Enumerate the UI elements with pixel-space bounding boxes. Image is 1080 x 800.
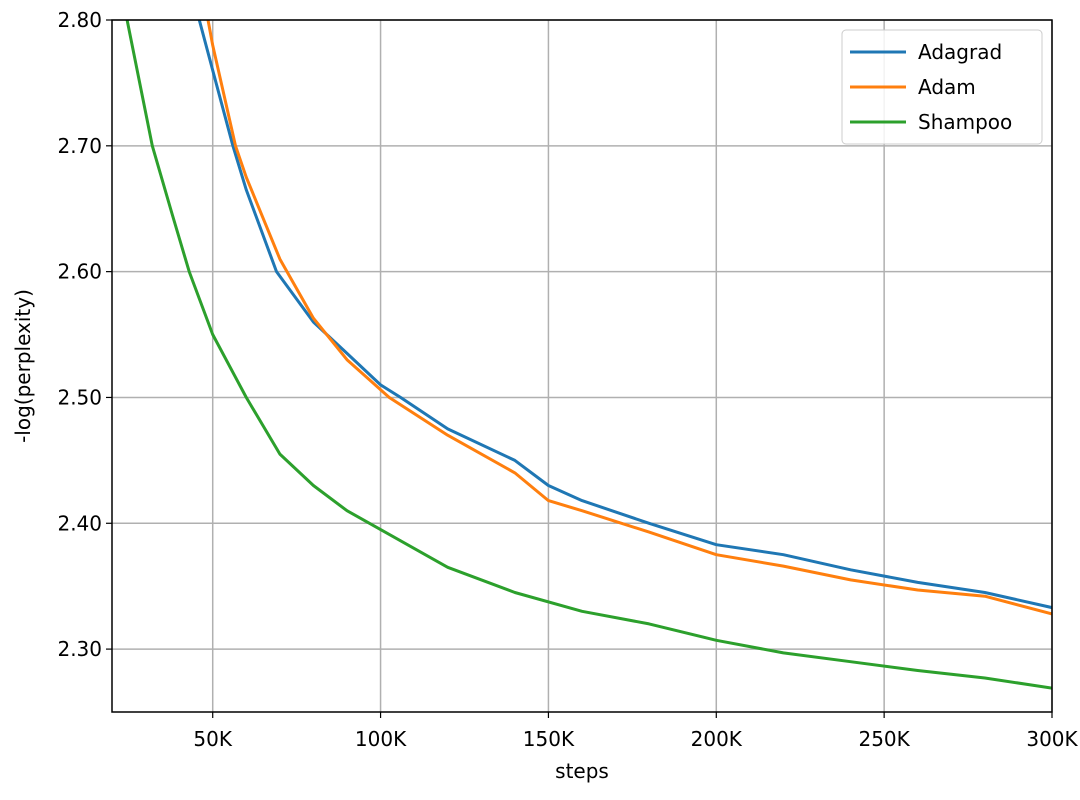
legend-entry: Shampoo (918, 110, 1012, 134)
series-line-adam (206, 20, 1052, 616)
x-tick-label: 300K (1026, 727, 1078, 751)
y-axis-label: -log(perplexity) (11, 289, 35, 443)
x-axis: 50K 100K 150K 200K 250K 300K (193, 712, 1079, 751)
y-tick-label: 2.30 (57, 637, 102, 661)
series-lines (125, 20, 1052, 690)
y-tick-label: 2.60 (57, 260, 102, 284)
y-tick-label: 2.50 (57, 385, 102, 409)
y-tick-label: 2.40 (57, 511, 102, 535)
x-tick-label: 100K (355, 727, 407, 751)
x-tick-label: 50K (193, 727, 232, 751)
legend: Adagrad Adam Shampoo (841, 29, 1043, 145)
x-axis-label: steps (555, 759, 609, 783)
plot-frame (111, 19, 1053, 713)
x-tick-label: 250K (858, 727, 910, 751)
y-axis: 2.30 2.40 2.50 2.60 2.70 2.80 (57, 8, 112, 661)
legend-entry: Adam (918, 75, 976, 99)
legend-entry: Adagrad (918, 40, 1002, 64)
legend-box (841, 29, 1043, 145)
series-line-shampoo (125, 20, 1052, 690)
x-tick-label: 200K (691, 727, 743, 751)
series-line-adagrad (197, 20, 1052, 610)
y-tick-label: 2.80 (57, 8, 102, 32)
y-tick-label: 2.70 (57, 134, 102, 158)
x-tick-label: 150K (523, 727, 575, 751)
